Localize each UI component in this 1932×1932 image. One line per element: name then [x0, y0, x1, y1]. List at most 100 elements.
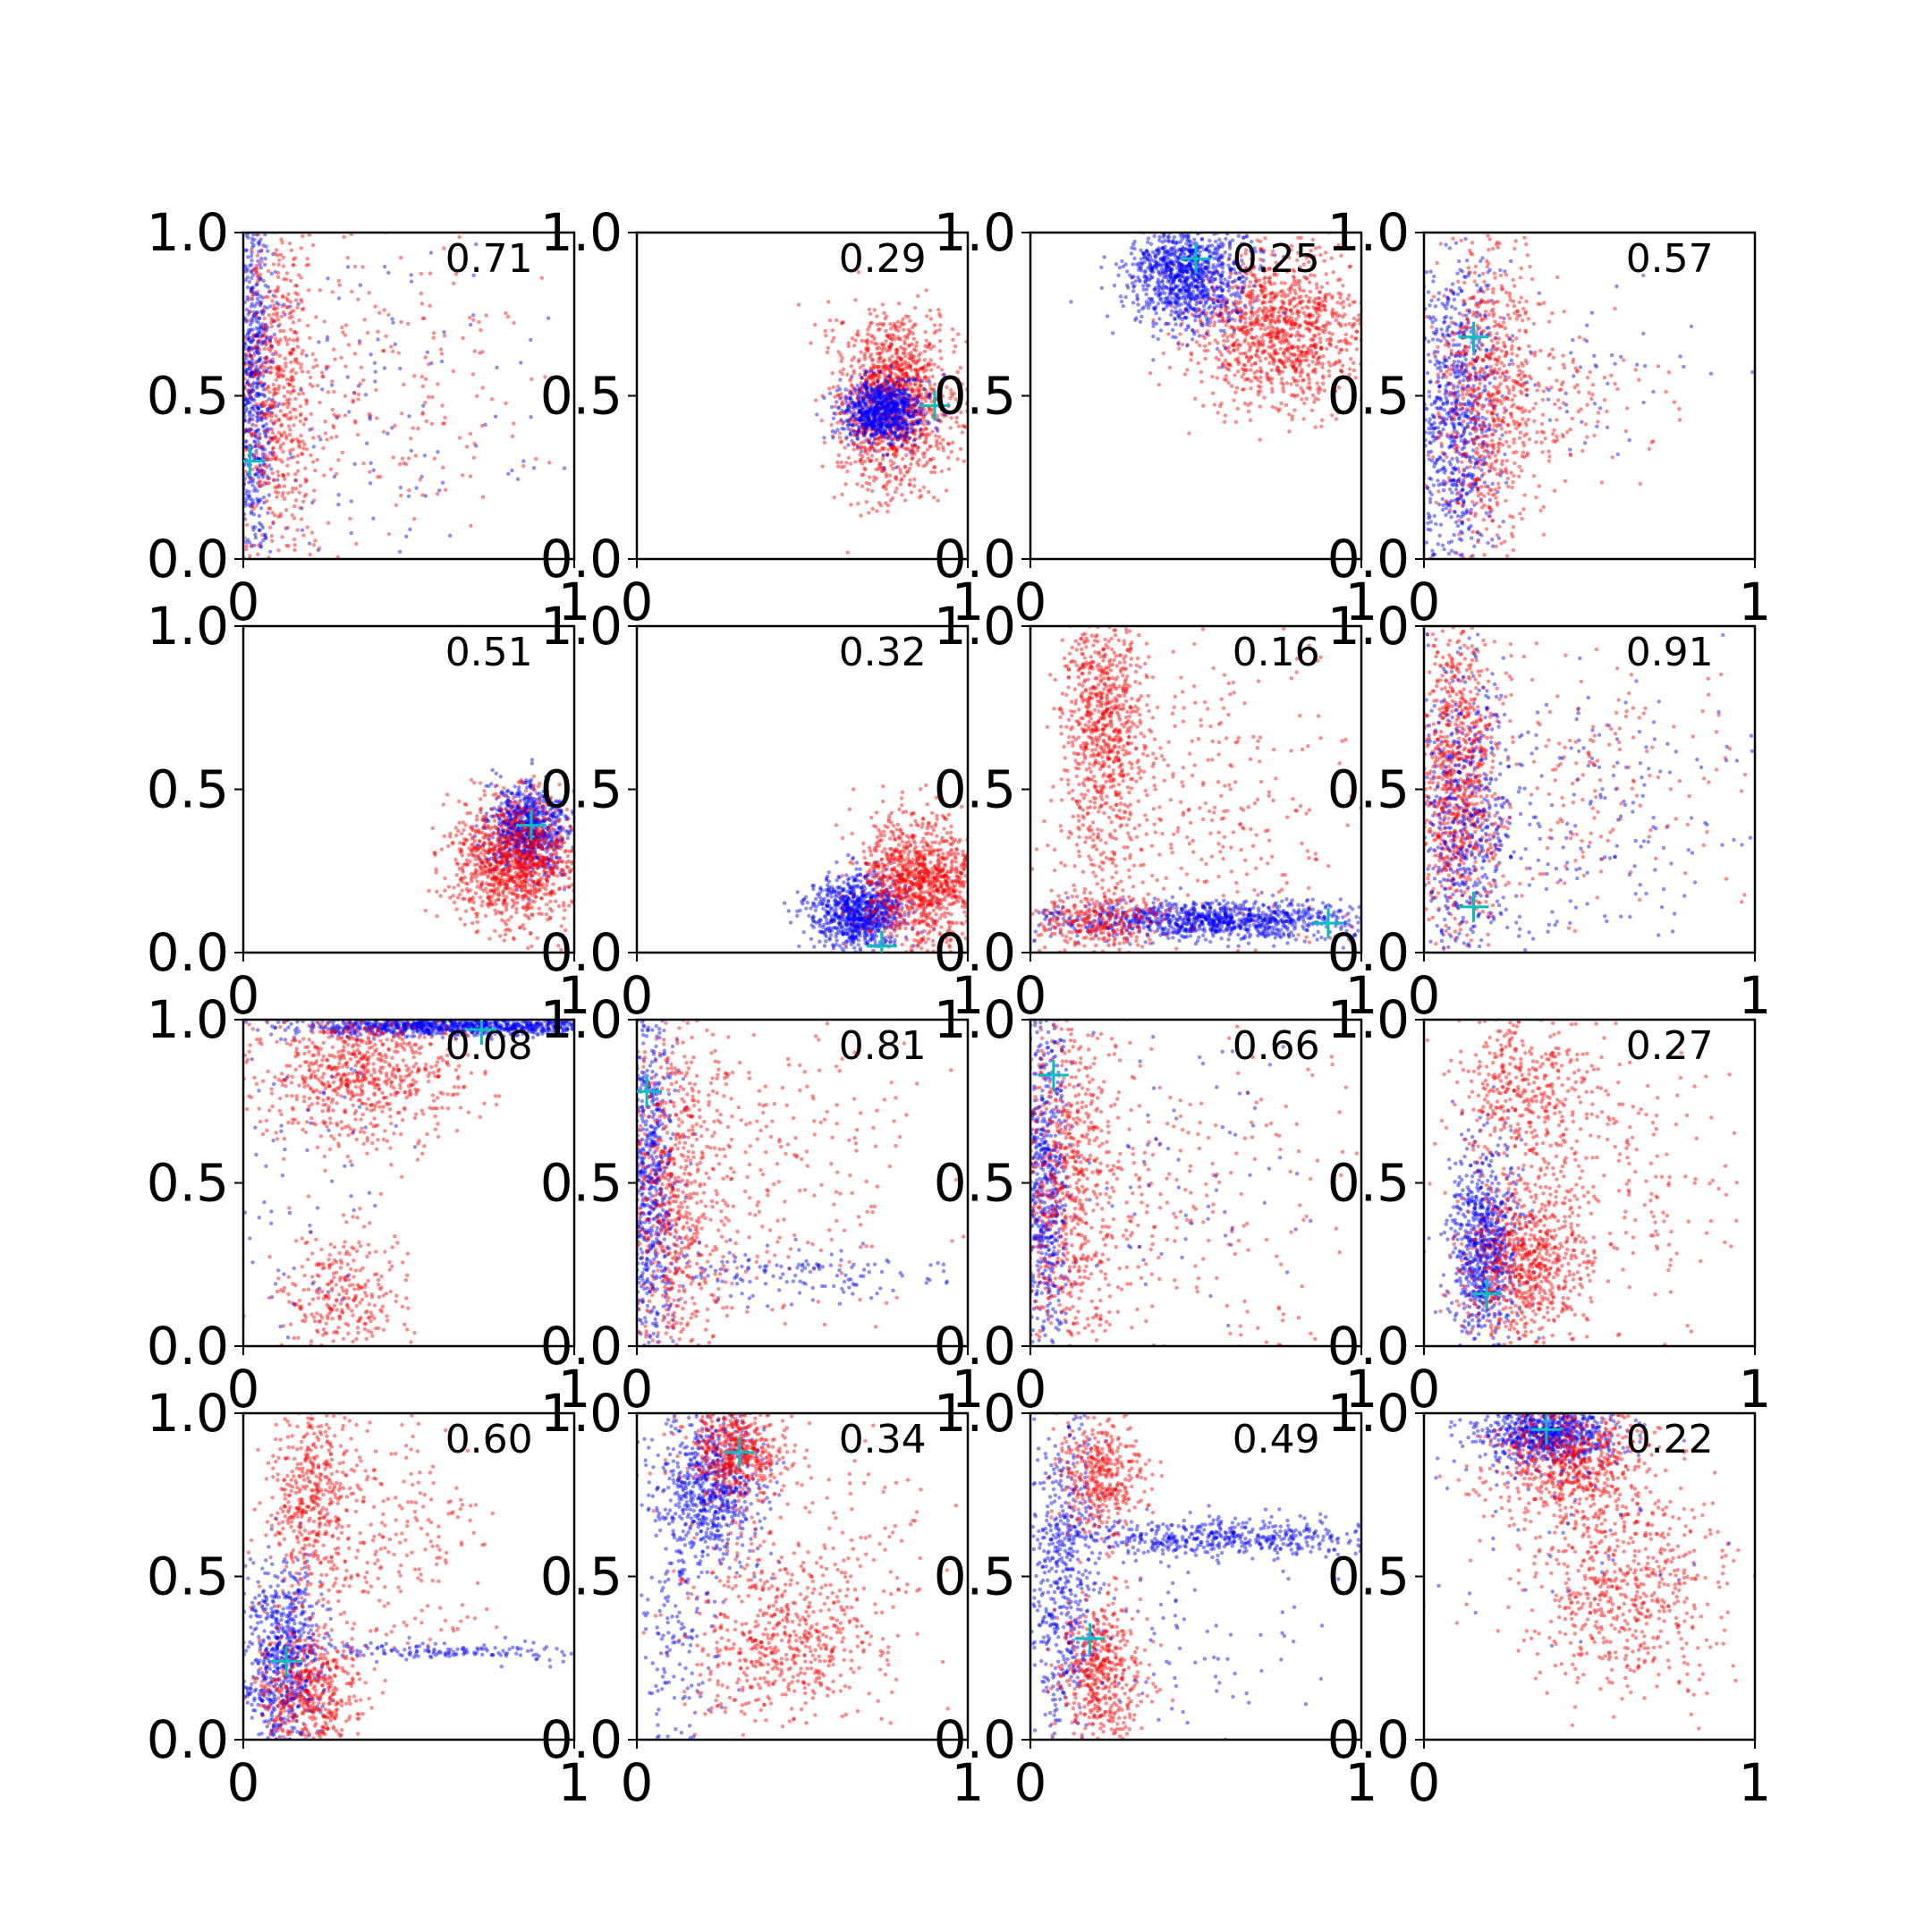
- data-point: [868, 394, 873, 398]
- data-point: [334, 471, 339, 477]
- data-point: [862, 383, 867, 387]
- data-point: [852, 411, 857, 417]
- data-point: [888, 459, 893, 463]
- data-point: [258, 545, 264, 549]
- data-point: [852, 443, 857, 447]
- data-point: [246, 348, 250, 352]
- data-point: [1207, 296, 1212, 301]
- data-point: [895, 383, 901, 387]
- data-point: [289, 391, 293, 395]
- data-point: [1353, 336, 1358, 341]
- data-point: [928, 408, 934, 413]
- data-point: [1312, 343, 1318, 347]
- data-point: [407, 488, 411, 493]
- data-point: [1216, 358, 1222, 362]
- data-point: [1164, 322, 1168, 326]
- data-point: [882, 430, 886, 435]
- data-point: [857, 403, 861, 408]
- data-point: [1318, 304, 1323, 309]
- data-point: [391, 320, 395, 325]
- data-point: [946, 455, 951, 460]
- data-point: [474, 242, 479, 247]
- data-point: [263, 532, 267, 538]
- data-point: [861, 433, 867, 437]
- data-point: [869, 369, 874, 374]
- data-point: [1290, 311, 1295, 316]
- data-point: [902, 411, 906, 415]
- data-point: [1296, 356, 1301, 360]
- data-point: [890, 391, 895, 396]
- data-point: [1190, 225, 1193, 229]
- data-point: [1250, 310, 1254, 315]
- data-point: [281, 374, 286, 378]
- data-point: [257, 445, 262, 450]
- data-point: [874, 476, 879, 480]
- data-point: [269, 320, 274, 325]
- data-point: [908, 394, 912, 398]
- data-point: [248, 410, 252, 414]
- data-point: [1307, 377, 1311, 382]
- data-point: [888, 393, 893, 397]
- data-point: [864, 382, 869, 387]
- data-point: [894, 347, 900, 352]
- data-point: [1254, 320, 1259, 325]
- data-point: [860, 410, 864, 414]
- data-point: [922, 386, 927, 392]
- data-point: [1262, 269, 1267, 274]
- data-point: [886, 411, 892, 416]
- data-point: [244, 438, 249, 444]
- data-point: [325, 335, 330, 340]
- data-point: [840, 408, 844, 413]
- data-point: [316, 547, 320, 553]
- data-point: [897, 415, 902, 419]
- data-point: [928, 368, 934, 372]
- data-point: [899, 415, 904, 420]
- data-point: [1223, 364, 1227, 369]
- data-point: [1199, 320, 1203, 325]
- data-point: [264, 338, 268, 343]
- data-point: [1275, 335, 1280, 340]
- data-point: [1315, 310, 1319, 315]
- data-point: [254, 435, 258, 439]
- data-point: [1244, 233, 1249, 239]
- data-point: [1220, 318, 1225, 323]
- data-point: [258, 356, 263, 360]
- data-point: [376, 337, 380, 342]
- data-point: [846, 455, 851, 460]
- data-point: [884, 424, 889, 428]
- data-point: [852, 355, 857, 360]
- data-point: [851, 442, 855, 446]
- data-point: [866, 487, 870, 492]
- data-point: [292, 348, 296, 352]
- data-point: [1284, 319, 1289, 325]
- data-point: [1250, 327, 1254, 332]
- data-point: [857, 389, 861, 394]
- data-point: [887, 333, 892, 337]
- data-point: [889, 438, 894, 443]
- data-point: [261, 340, 266, 345]
- data-point: [255, 404, 260, 409]
- data-point: [1330, 309, 1335, 315]
- data-point: [1240, 325, 1244, 330]
- data-point: [1236, 285, 1241, 290]
- data-point: [854, 332, 860, 336]
- data-point: [1236, 325, 1241, 330]
- data-point: [245, 522, 250, 527]
- data-point: [281, 264, 286, 268]
- data-point: [877, 373, 881, 377]
- data-point: [876, 379, 880, 384]
- data-point: [1229, 333, 1233, 337]
- data-point: [915, 374, 920, 378]
- data-point: [1343, 312, 1347, 317]
- data-point: [250, 371, 254, 376]
- data-point: [904, 371, 909, 376]
- data-point: [881, 431, 886, 436]
- data-point: [926, 345, 930, 350]
- data-point: [864, 421, 869, 427]
- data-point: [911, 411, 916, 417]
- data-point: [1268, 335, 1274, 339]
- data-point: [1215, 250, 1219, 255]
- data-point: [861, 391, 866, 396]
- data-point: [879, 401, 884, 406]
- data-point: [1341, 305, 1346, 309]
